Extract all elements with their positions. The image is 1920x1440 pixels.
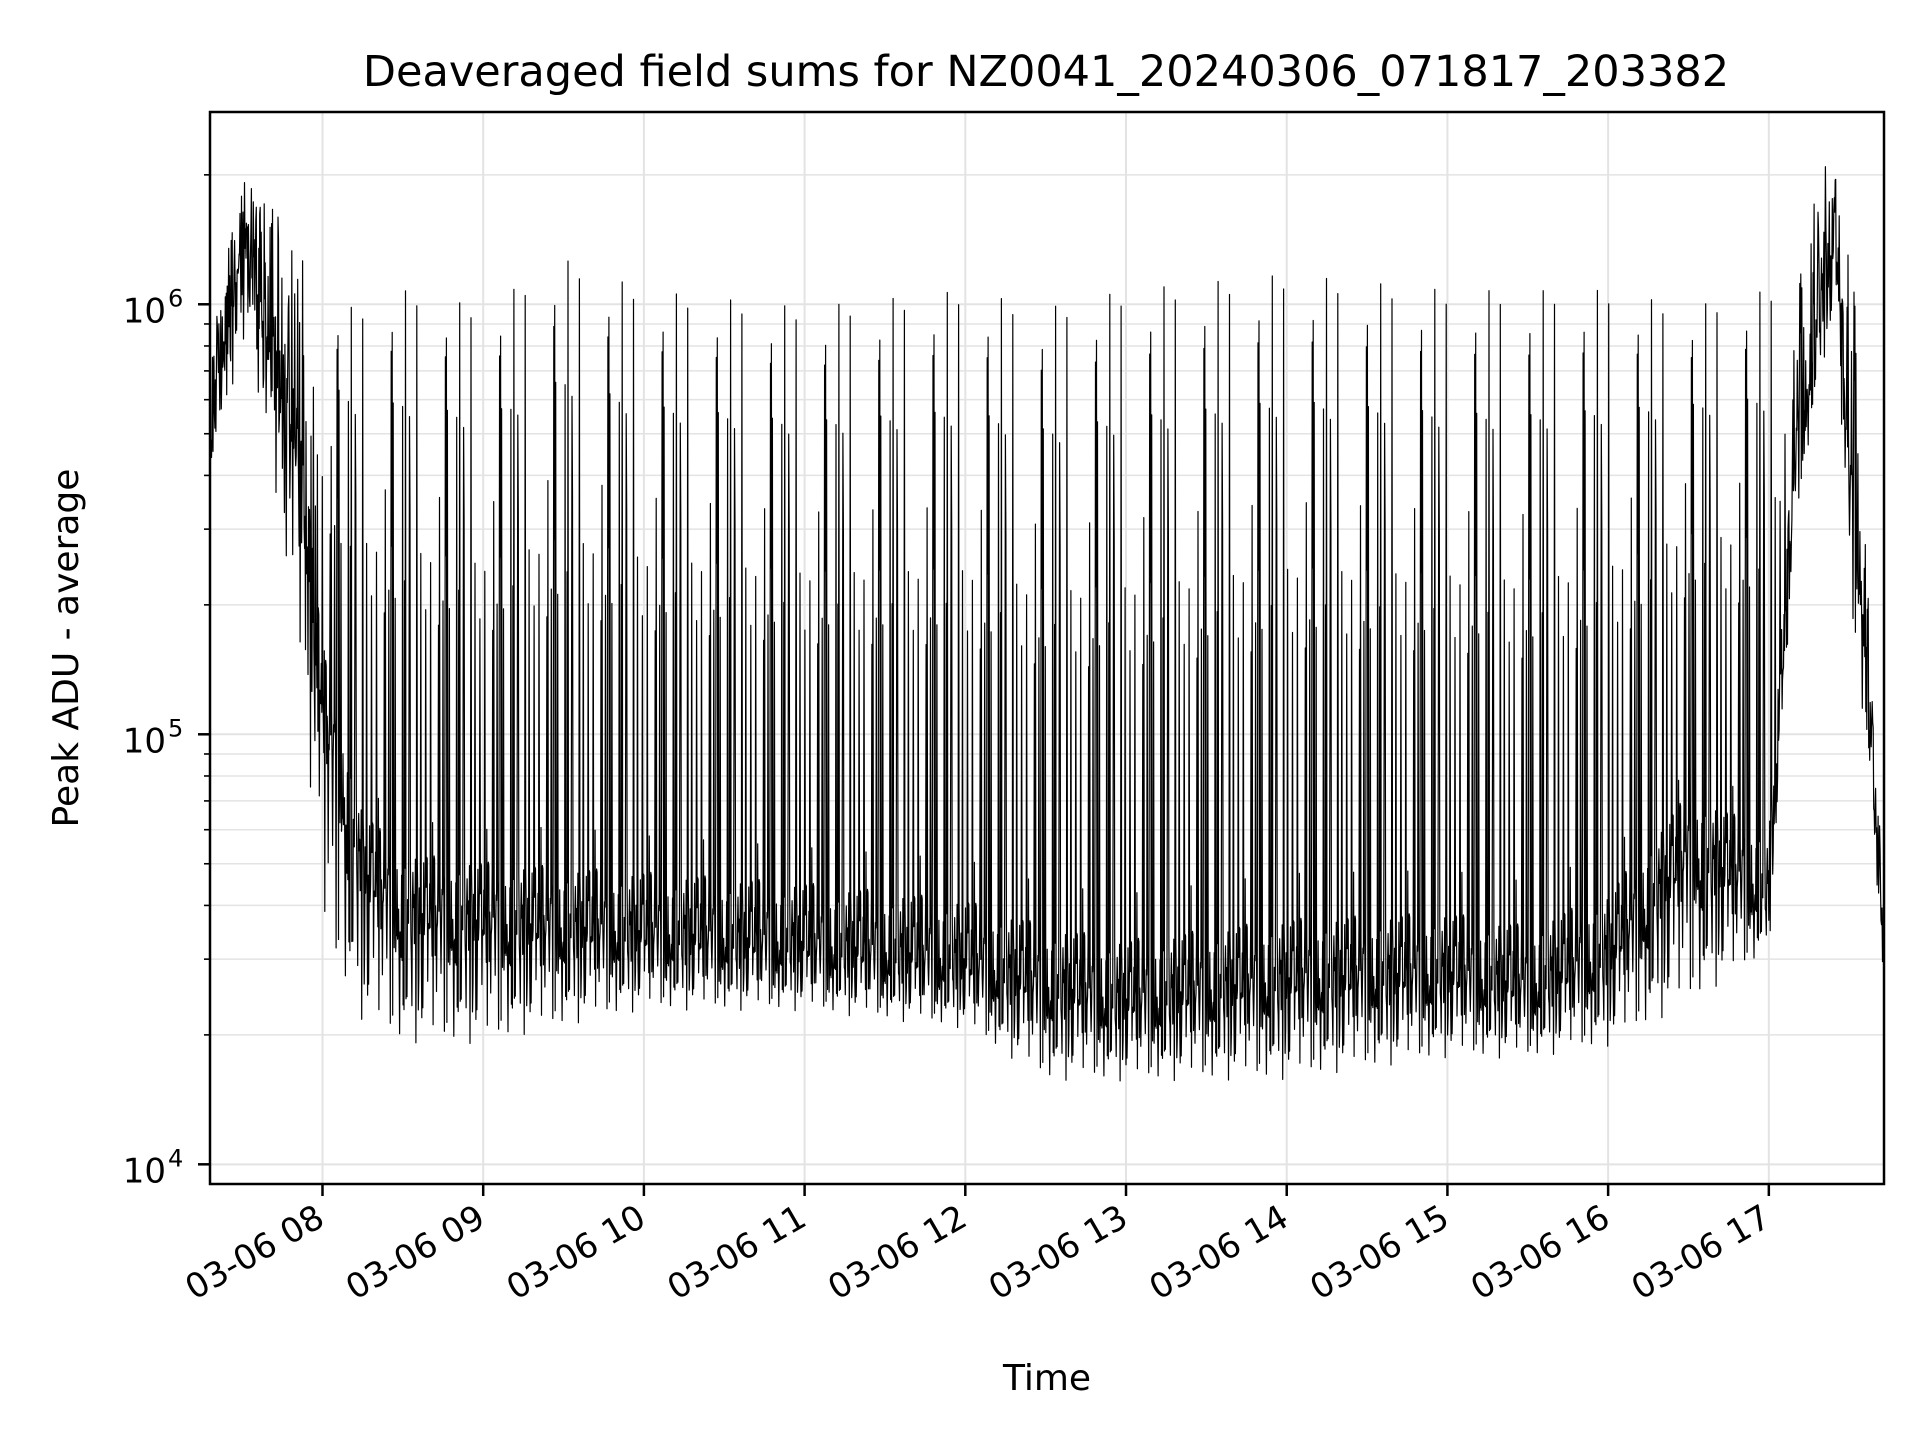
- chart-title: Deaveraged field sums for NZ0041_2024030…: [363, 47, 1729, 97]
- y-tick-exponent: 4: [168, 1144, 183, 1172]
- y-tick-label: 10: [123, 1151, 166, 1191]
- plot-area: [209, 166, 1885, 1082]
- y-tick-label: 10: [123, 721, 166, 761]
- series-line: [209, 166, 1885, 1082]
- y-tick-exponent: 6: [168, 284, 183, 312]
- y-tick-exponent: 5: [168, 714, 183, 742]
- x-axis-label: Time: [1002, 1358, 1091, 1399]
- plot-frame: [208, 110, 1886, 1186]
- y-axis-label: Peak ADU - average: [46, 469, 87, 828]
- y-tick-label: 10: [123, 291, 166, 331]
